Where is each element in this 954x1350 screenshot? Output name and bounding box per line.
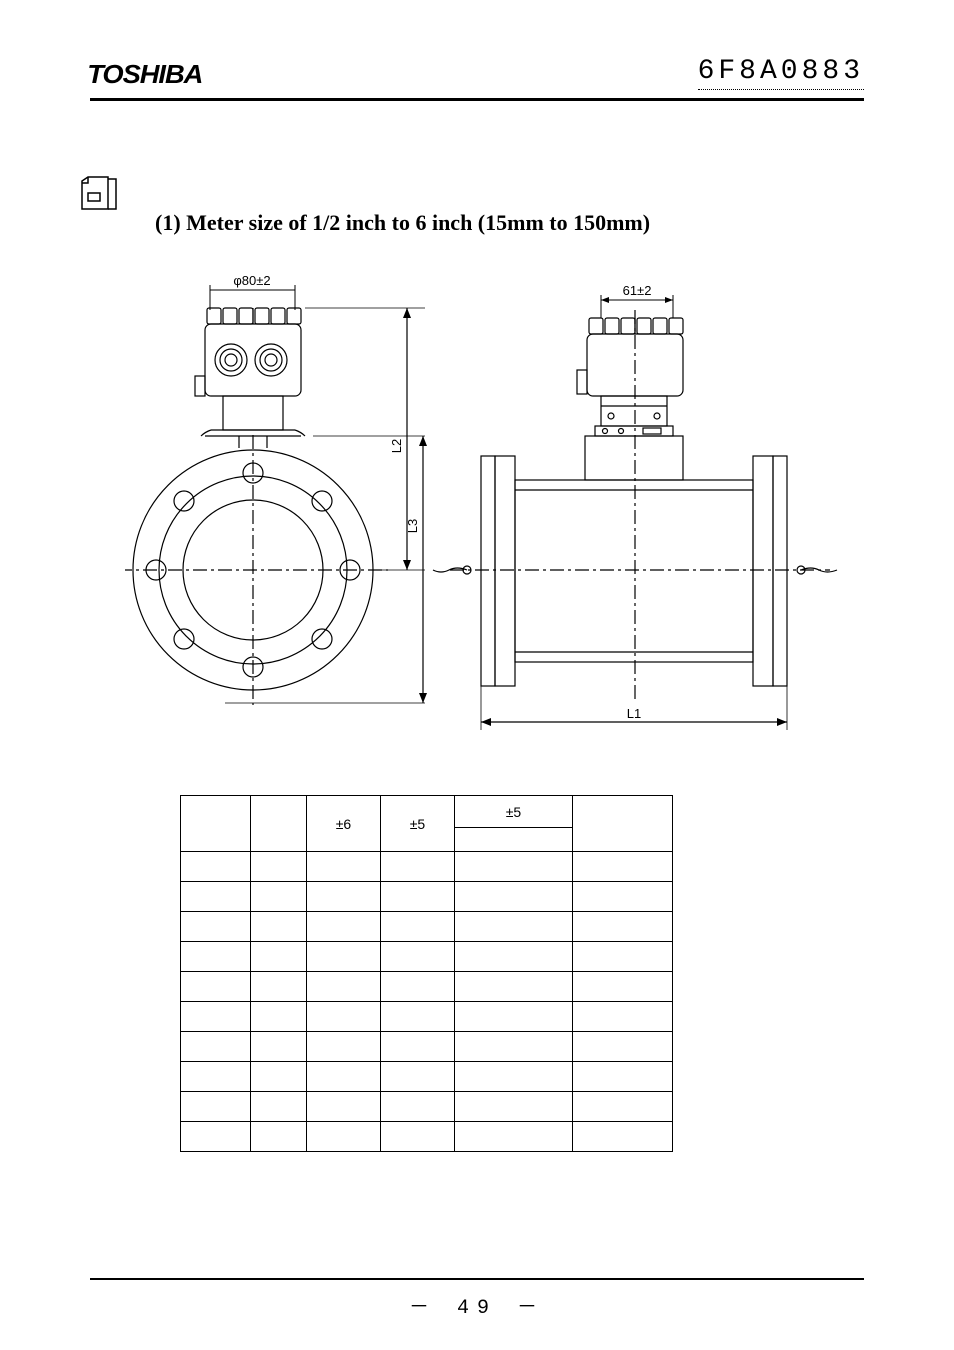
toshiba-logo: TOSHIBA [87, 59, 202, 90]
page-header: TOSHIBA 6F8A0883 [90, 56, 864, 101]
page-number: － 49 － [0, 1290, 954, 1320]
table-subheader-cell [455, 828, 573, 852]
tolerance-cell: ±6 [307, 796, 381, 852]
table-row [181, 912, 673, 942]
footer-rule [90, 1278, 864, 1280]
table-row [181, 1032, 673, 1062]
svg-text:φ80±2: φ80±2 [233, 273, 270, 288]
svg-text:L1: L1 [627, 706, 641, 721]
document-icon [80, 175, 122, 216]
technical-diagram: φ80±2 [125, 270, 845, 770]
table-row [181, 972, 673, 1002]
table-row [181, 1062, 673, 1092]
dimension-table: ±6 ±5 ±5 [180, 795, 673, 1152]
table-row [181, 942, 673, 972]
svg-text:61±2: 61±2 [623, 283, 652, 298]
svg-text:L2: L2 [389, 439, 404, 453]
table-row [181, 852, 673, 882]
svg-text:L3: L3 [405, 519, 420, 533]
tolerance-cell: ±5 [381, 796, 455, 852]
table-row [181, 1002, 673, 1032]
document-number: 6F8A0883 [698, 56, 864, 90]
page: TOSHIBA 6F8A0883 (1) Meter size of 1/2 i… [0, 0, 954, 1350]
table-row [181, 1122, 673, 1152]
table-row [181, 1092, 673, 1122]
table-row [181, 882, 673, 912]
tolerance-cell: ±5 [455, 796, 573, 828]
table-header-row-1: ±6 ±5 ±5 [181, 796, 673, 828]
section-title: (1) Meter size of 1/2 inch to 6 inch (15… [155, 210, 650, 236]
